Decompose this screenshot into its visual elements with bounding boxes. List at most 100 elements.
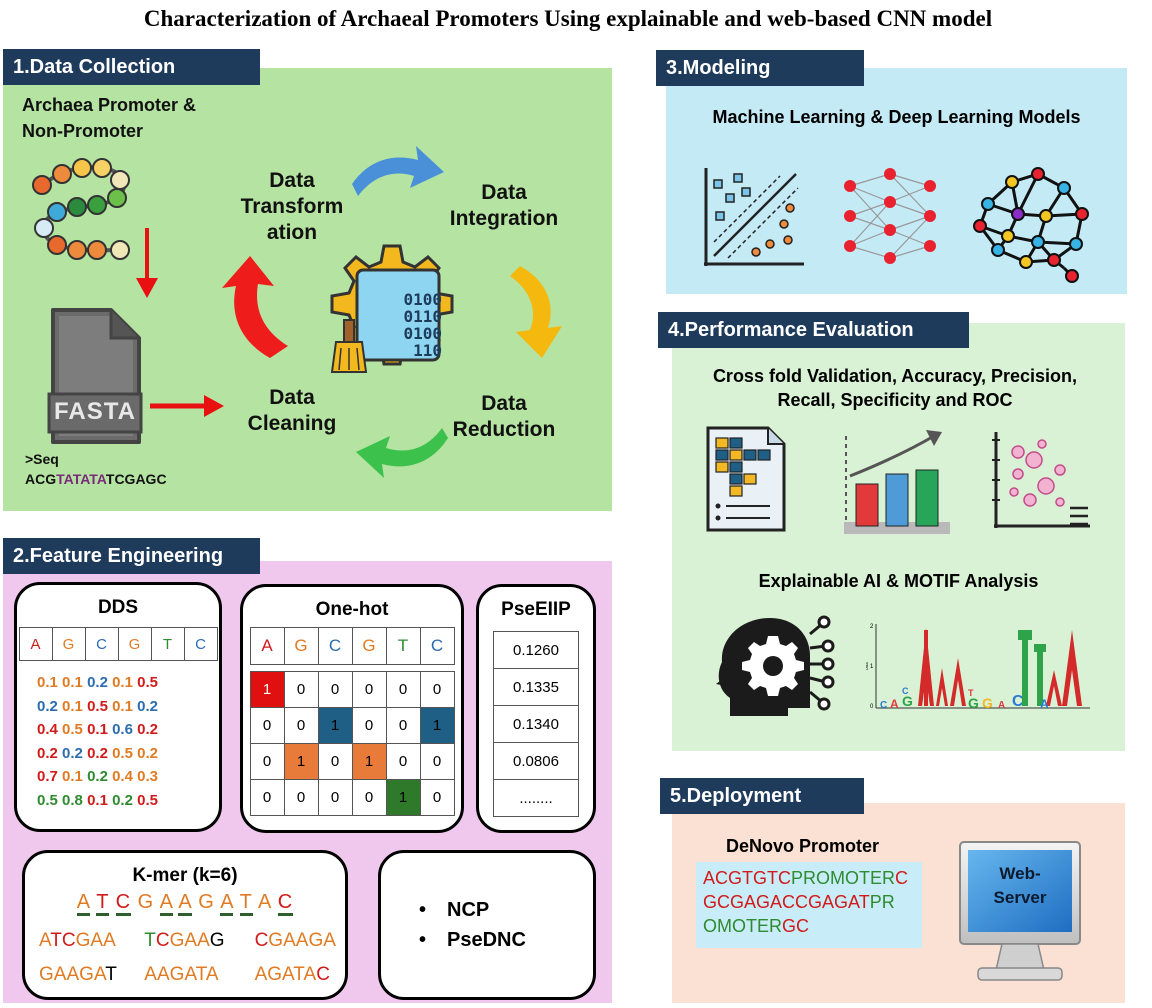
data-cleaning-label: Data Cleaning [232,385,352,437]
validation-document-icon [706,426,786,532]
binary-line: 110 [413,341,442,360]
dds-value: 0.7 [37,768,58,785]
dds-letter: T [150,627,185,661]
kmer-letter: A [103,930,116,951]
dds-letter: G [117,627,152,661]
data-reduction-label: Data Reduction [440,391,568,443]
kmer-letter: A [205,964,219,985]
logo-ylabel: bits [866,662,870,670]
kmer-base: A [220,891,234,916]
onehot-cell: 1 [283,743,319,780]
bar-chart-growth-icon [844,430,950,534]
feature-item-psednc-label: PseDNC [447,929,526,951]
kmer-base: T [96,891,110,916]
svg-text:G: G [968,695,979,711]
denovo-part: ACGTGTC [703,868,791,888]
xai-subtitle: Explainable AI & MOTIF Analysis [758,571,1039,591]
feature-item-psednc: • PseDNC [419,929,526,951]
dds-letter: C [183,627,218,661]
dds-value: 0.1 [62,768,83,785]
kmer-letter: T [50,930,62,951]
kmer-letter: A [66,964,80,985]
onehot-cell: 0 [351,779,387,816]
dds-row: 0.4 0.5 0.1 0.6 0.2 [37,718,219,742]
dds-value: 0.5 [137,791,158,809]
dds-value: 0.2 [62,744,83,762]
dds-row: 0.2 0.1 0.5 0.1 0.2 [37,695,219,719]
binary-text: 0100 0110 0100 110 [372,291,442,359]
dds-value: 0.1 [87,791,108,809]
kmer-word-row: ATCGAA TCGAAG CGAAGA [39,924,345,958]
kmer-letter: A [156,964,170,985]
pseeiip-title: PseEIIP [501,599,571,620]
kmer-letter: A [39,930,51,951]
kmer-letter: C [61,930,76,951]
broom-icon [330,319,368,373]
seq-part-tata: TATATA [56,471,106,487]
kmer-letter: C [254,930,269,951]
svg-text:A: A [890,697,899,711]
onehot-table: A G C G T C 1 0 0 0 0 0 0 0 1 0 0 1 0 1 … [249,627,455,816]
kmer-letter: T [293,964,304,985]
kmer-base: T [239,891,253,916]
dds-letter: G [51,627,86,661]
denovo-part: PR [869,892,895,912]
denovo-line3: OMOTERGC [703,914,922,938]
deployment-header: 5.Deployment [660,778,864,814]
onehot-letter: T [385,627,421,665]
kmer-word-row: GAAGAT AAGATA AGATAC [39,958,345,992]
blue-curved-arrow-icon [352,146,444,196]
kmer-letter: A [90,930,104,951]
onehot-letter: G [351,627,387,665]
pseeiip-value: 0.1340 [493,705,579,743]
onehot-cell: 1 [317,707,353,744]
onehot-cell: 1 [385,779,421,816]
kmer-base: A [178,891,192,916]
data-collection-header: 1.Data Collection [3,49,260,85]
svg-text:A: A [1040,697,1049,711]
onehot-cell: 0 [283,779,319,816]
kmer-letter: A [144,964,157,985]
svg-text:C: C [902,686,909,696]
svg-text:G: G [902,693,913,709]
onehot-cell: 0 [419,743,455,780]
onehot-row: 0 1 0 1 0 0 [249,743,455,780]
bubble-scatter-icon [992,432,1090,528]
feature-item-ncp-label: NCP [447,899,490,921]
transformation-line1: Data [269,169,315,192]
onehot-cell: 0 [385,707,421,744]
feature-item-ncp: • NCP [419,899,490,921]
evaluation-subtitle-line1: Cross fold Validation, Accuracy, Precisi… [712,366,1078,386]
kmer-word: AAGATA [144,958,249,992]
onehot-row: 0 0 0 0 1 0 [249,779,455,816]
binary-line: 0110 [403,307,442,326]
kmer-letter: C [316,964,330,985]
evaluation-subtitle: Cross fold Validation, Accuracy, Precisi… [672,364,1118,412]
yellow-curved-arrow-icon [510,266,562,358]
dds-value: 0.2 [37,744,58,762]
kmer-letter: G [39,964,54,985]
dds-value: 0.5 [137,674,158,691]
feature-engineering-header: 2.Feature Engineering [3,538,260,574]
kmer-base: C [115,891,132,916]
dds-value: 0.2 [137,721,158,738]
promoter-label-line2: Non-Promoter [22,121,143,141]
down-arrow-icon [136,228,158,298]
svg-text:G: G [982,695,993,711]
dds-value: 0.4 [112,768,133,785]
dds-value: 0.2 [87,768,108,785]
kmer-base: A [159,891,173,916]
data-transformation-label: Data Transform ation [232,168,352,246]
web-server-line1: Web- [999,864,1041,883]
kmer-letter: G [308,930,324,951]
pseeiip-card: PseEIIP 0.1260 0.1335 0.1340 0.0806 ....… [476,584,596,833]
kmer-letter: A [53,964,67,985]
kmer-letter: T [105,964,117,985]
dds-value: 0.1 [62,674,83,691]
onehot-cell: 0 [419,779,455,816]
svg-text:C: C [1012,693,1024,710]
data-integration-label: Data Integration [440,180,568,232]
kmer-letter: G [268,930,284,951]
kmer-letter: G [79,964,94,985]
dds-value: 0.8 [62,791,83,809]
